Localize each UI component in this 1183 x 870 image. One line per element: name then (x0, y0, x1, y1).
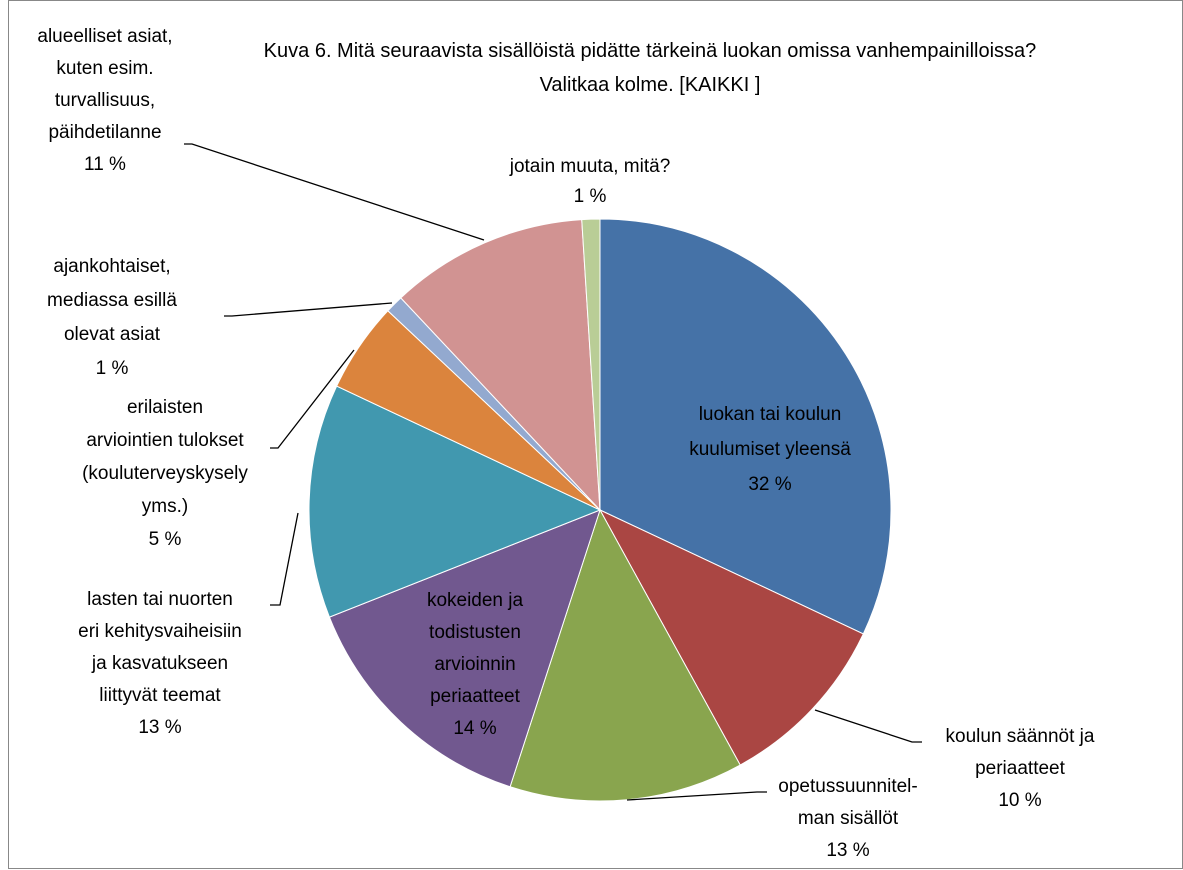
label-line: olevat asiat (64, 324, 161, 345)
label-line: todistusten (429, 622, 521, 643)
value-label: 11 % (84, 154, 126, 175)
label-line: turvallisuus, (55, 90, 155, 111)
label-line: alueelliset asiat, (37, 26, 172, 47)
slice-label: erilaisten arviointien tulokset (kouluterv… (82, 397, 248, 517)
leader-line (626, 791, 767, 801)
value-label: 32 % (748, 474, 791, 495)
label-line: periaatteet (430, 686, 521, 707)
value-label: 13 % (138, 717, 181, 738)
pie-slice (308, 385, 602, 618)
value-label: 10 % (998, 790, 1041, 811)
label-line: ja kasvatukseen (91, 653, 228, 674)
slice-label: lasten tai nuorten eri kehitysvaiheisiin j… (78, 589, 242, 706)
label-line: päihdetilanne (48, 122, 161, 143)
pie-slice (328, 509, 601, 788)
label-line: (kouluterveyskysely (82, 463, 248, 484)
slice-label: opetussuunnitel-man sisällöt (778, 776, 917, 829)
label-line: opetussuunnitel- (778, 776, 917, 797)
label-line: kuten esim. (56, 58, 153, 79)
value-label: 14 % (453, 718, 496, 739)
label-line: man sisällöt (798, 808, 899, 829)
label-line: mediassa esillä (47, 290, 177, 311)
slice-label: koulun säännöt ja periaatteet (946, 726, 1095, 779)
label-line: periaatteet (975, 758, 1066, 779)
chart-title: Kuva 6. Mitä seuraavista sisällöistä pid… (263, 40, 1037, 96)
slice-label: jotain muuta, mitä? (509, 156, 671, 177)
label-line: eri kehitysvaiheisiin (78, 621, 242, 642)
label-line: kokeiden ja (427, 590, 524, 611)
value-label: 1 % (96, 358, 129, 379)
label-line: jotain muuta, mitä? (509, 156, 671, 177)
label-line: arvioinnin (434, 654, 515, 675)
label-line: yms.) (142, 496, 188, 517)
pie-slice (599, 218, 892, 635)
slice-label: ajankohtaiset, mediassa esillä olevat asia… (47, 256, 177, 345)
value-label: 13 % (826, 840, 869, 861)
leader-line (184, 143, 485, 241)
label-line: erilaisten (127, 397, 203, 418)
label-line: liittyvät teemat (99, 685, 221, 706)
pie-slice (400, 219, 601, 512)
value-label: 1 % (574, 186, 607, 207)
label-line: luokan tai koulun (699, 404, 842, 425)
slice-label: luokan tai koulun kuulumiset yleensä (689, 404, 851, 460)
pie-slice (581, 218, 601, 511)
label-line: arviointien tulokset (86, 430, 244, 451)
leader-line (270, 512, 299, 606)
slice-label: alueelliset asiat, kuten esim. turvallisuu… (37, 26, 172, 143)
leader-line (814, 709, 922, 743)
leader-line (270, 349, 355, 449)
leader-line (224, 302, 393, 317)
value-label: 5 % (149, 529, 182, 550)
label-line: ajankohtaiset, (53, 256, 170, 277)
label-line: lasten tai nuorten (87, 589, 233, 610)
slice-label: kokeiden ja todistusten arvioinnin periaatt… (427, 590, 524, 707)
pie-slice (598, 508, 864, 766)
label-line: koulun säännöt ja (946, 726, 1095, 747)
label-line: kuulumiset yleensä (689, 439, 851, 460)
